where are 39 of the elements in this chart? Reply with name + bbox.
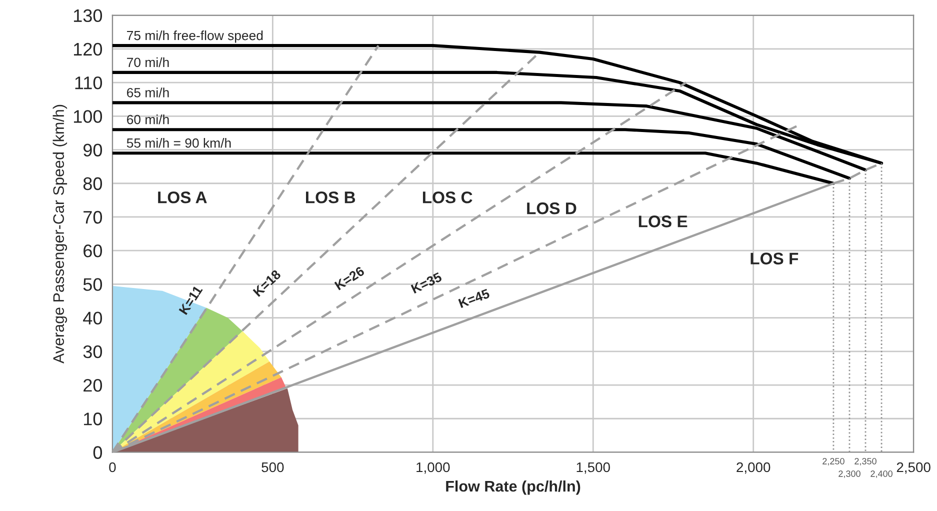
y-tick-label: 40 [83,312,102,325]
x-tick-label: 1,000 [416,462,450,474]
x-tick-label: 2,000 [736,462,770,474]
annotation: LOS D [527,202,576,214]
y-tick-label: 70 [84,210,102,224]
y-tick-label: 60 [84,244,102,258]
y-tick-label: 80 [83,177,102,190]
series-label: 70 mi/h [127,57,169,68]
x-tick-label: 2,500 [896,462,930,474]
y-tick-label: 90 [83,144,102,156]
y-tick-label: 120 [74,42,102,56]
annotation: LOS C [422,192,472,204]
y-tick-label: 20 [84,378,102,392]
x-tick-label: 0 [109,462,116,472]
annotation: LOS A [158,192,207,204]
series-label: 75 mi/h free-flow speed [127,30,263,43]
y-tick-label: 30 [83,345,102,358]
text: K=35 [410,272,442,294]
series-label: 55 mi/h = 90 km/h [126,138,231,148]
y-tick-label: 0 [93,446,102,459]
text: K=45 [458,288,490,308]
annotation: LOS F [750,252,798,264]
annotation: 2,350 [854,458,876,466]
series-label: 65 mi/h [127,88,169,98]
annotation: 2,300 [838,470,860,478]
series-label: 60 mi/h [127,114,169,124]
y-tick-label: 10 [84,412,102,426]
x-axis-title: Flow Rate (pc/h/ln) [446,480,580,495]
y-tick-label: 100 [74,110,102,123]
annotation: 2,400 [870,470,892,478]
annotation: LOS E [638,216,688,228]
y-tick-label: 110 [75,76,102,90]
x-tick-label: 500 [262,462,284,472]
annotation: LOS B [306,192,356,204]
y-tick-label: 50 [83,278,102,291]
annotation: 2,250 [822,458,844,466]
x-tick-label: 1,500 [576,462,610,474]
y-axis-title: Average Passenger-Car Speed (km/h) [52,104,68,364]
y-tick-label: 130 [74,9,102,22]
